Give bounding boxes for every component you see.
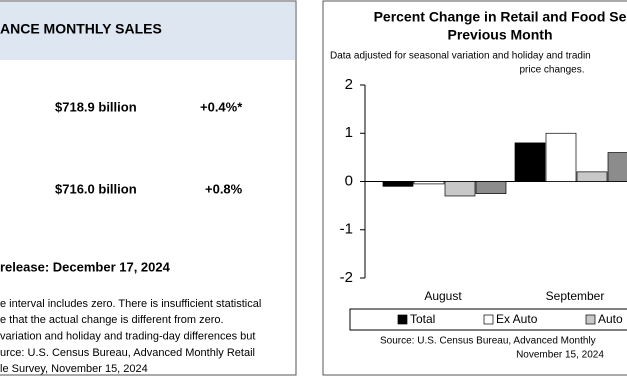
chart-title: Percent Change in Retail and Food Se — [374, 9, 627, 25]
bar — [545, 132, 577, 182]
y-tick-label: 2 — [345, 76, 353, 93]
amount: $718.9 billion — [55, 99, 137, 114]
summary-title: ANCE MONTHLY SALES — [0, 21, 162, 37]
y-tick-label: 0 — [345, 172, 353, 189]
legend-label: Auto — [598, 312, 623, 326]
bar — [413, 181, 445, 185]
note-line: variation and holiday and trading-day di… — [0, 331, 255, 343]
legend-label: Ex Auto — [496, 312, 538, 326]
notes: e interval includes zero. There is insuf… — [0, 298, 261, 375]
change: +0.4%* — [200, 99, 243, 114]
legend-swatch — [585, 314, 596, 325]
change: +0.8% — [205, 181, 243, 196]
bar — [514, 142, 546, 182]
note-line: e interval includes zero. There is insuf… — [0, 298, 261, 310]
release-date: release: December 17, 2024 — [0, 259, 171, 274]
amount: $716.0 billion — [55, 181, 137, 196]
y-tick-label: -2 — [340, 269, 353, 286]
bar — [382, 181, 414, 187]
legend-swatch — [483, 314, 494, 325]
summary-box — [0, 0, 297, 376]
chart-subtitle: Data adjusted for seasonal variation and… — [330, 51, 591, 62]
chart-source: Source: U.S. Census Bureau, Advanced Mon… — [380, 336, 596, 347]
x-tick-label: August — [424, 289, 462, 303]
note-line: le Survey, November 15, 2024 — [0, 363, 148, 375]
chart-source: November 15, 2024 — [516, 350, 604, 361]
chart: Percent Change in Retail and Food Se Prev… — [330, 9, 627, 361]
y-tick-label: -1 — [340, 221, 353, 238]
summary-header — [0, 2, 295, 60]
legend-swatch — [397, 314, 408, 325]
bar — [444, 181, 476, 197]
bar — [607, 152, 627, 182]
note-line: urce: U.S. Census Bureau, Advanced Month… — [0, 347, 255, 359]
note-line: e that the actual change is different fr… — [0, 314, 224, 326]
y-tick-label: 1 — [345, 124, 353, 141]
bar — [576, 171, 608, 182]
bar — [475, 181, 507, 194]
legend-box — [349, 308, 627, 331]
x-tick-label: September — [546, 289, 605, 303]
chart-title: Previous Month — [447, 27, 552, 43]
legend-label: Total — [410, 312, 435, 326]
chart-subtitle: price changes. — [519, 65, 584, 76]
